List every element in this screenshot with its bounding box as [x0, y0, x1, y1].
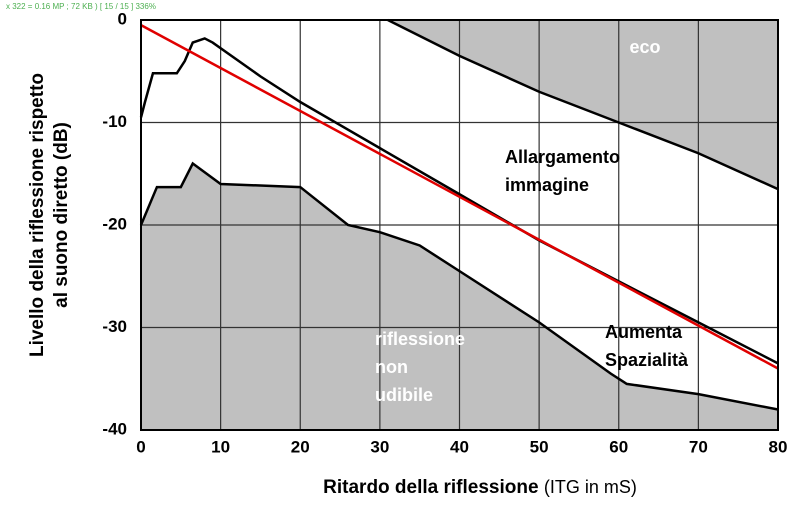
- header-text: x 322 = 0.16 MP ; 72 KB ) [ 15 / 15 ] 33…: [6, 2, 156, 11]
- y-tick-label: 0: [118, 9, 127, 28]
- x-tick-label: 50: [530, 437, 549, 456]
- x-tick-label: 30: [370, 437, 389, 456]
- x-tick-label: 10: [211, 437, 230, 456]
- shaded-area: [387, 20, 778, 190]
- line: [140, 24, 779, 370]
- line: [139, 161, 779, 411]
- annotation: udibile: [375, 385, 433, 405]
- y-axis-title: al suono diretto (dB): [51, 122, 72, 308]
- annotation: Allargamento: [505, 147, 620, 167]
- y-axis-title: Livello della riflessione rispetto: [27, 73, 48, 357]
- y-tick-label: -40: [102, 419, 127, 438]
- x-tick-label: 60: [609, 437, 628, 456]
- annotation: riflessione: [375, 329, 465, 349]
- x-tick-label: 70: [689, 437, 708, 456]
- annotation: eco: [629, 37, 660, 57]
- y-tick-label: -30: [102, 317, 127, 336]
- y-tick-label: -20: [102, 214, 127, 233]
- x-axis-title: Ritardo della riflessione (ITG in mS): [323, 477, 637, 498]
- annotation: Aumenta: [605, 322, 683, 342]
- line: [387, 18, 779, 191]
- x-axis-title-note: (ITG in mS): [544, 477, 637, 497]
- x-axis-title-main: Ritardo della riflessione: [323, 477, 538, 498]
- x-tick-label: 80: [769, 437, 788, 456]
- plot-frame: [140, 19, 779, 431]
- annotation: non: [375, 357, 408, 377]
- x-tick-label: 0: [136, 437, 145, 456]
- x-tick-label: 40: [450, 437, 469, 456]
- annotation: immagine: [505, 175, 589, 195]
- x-tick-label: 20: [291, 437, 310, 456]
- y-tick-label: -10: [102, 112, 127, 131]
- annotation: Spazialità: [605, 350, 689, 370]
